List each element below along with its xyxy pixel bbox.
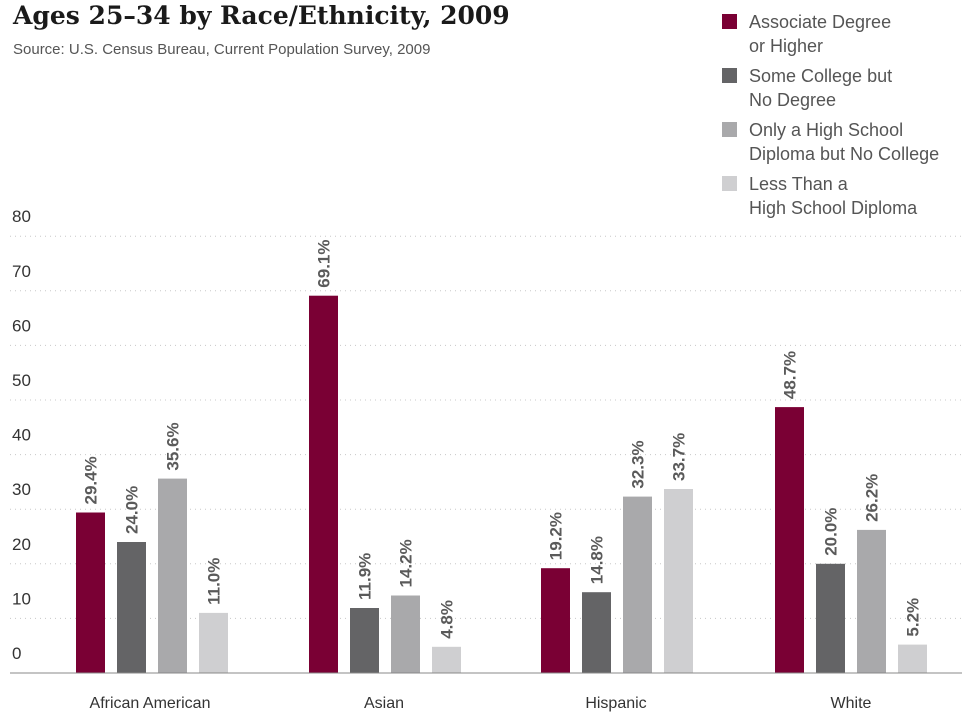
bar bbox=[775, 407, 804, 673]
bar-value-label: 20.0% bbox=[822, 508, 841, 556]
x-category-label: Asian bbox=[364, 695, 404, 712]
bar-value-label: 5.2% bbox=[904, 598, 923, 637]
bars bbox=[76, 295, 927, 673]
legend-label: Some College but bbox=[749, 66, 892, 86]
legend-label: Diploma but No College bbox=[749, 144, 939, 164]
bar-value-label: 24.0% bbox=[123, 486, 142, 534]
bar bbox=[623, 496, 652, 673]
bar-value-label: 4.8% bbox=[438, 600, 457, 639]
bar-value-label: 33.7% bbox=[670, 433, 689, 481]
legend-label: Associate Degree bbox=[749, 12, 891, 32]
x-category-label: Hispanic bbox=[585, 695, 646, 712]
y-tick-label: 70 bbox=[12, 262, 31, 281]
bar bbox=[541, 568, 570, 673]
bar bbox=[816, 563, 845, 673]
bar-value-label: 48.7% bbox=[781, 351, 800, 399]
y-tick-label: 20 bbox=[12, 535, 31, 554]
legend-label: or Higher bbox=[749, 36, 823, 56]
bar bbox=[582, 592, 611, 673]
x-category-label: African American bbox=[90, 695, 211, 712]
bar-value-label: 14.8% bbox=[588, 536, 607, 584]
legend-swatch bbox=[722, 14, 737, 29]
bar bbox=[898, 644, 927, 673]
value-labels: 29.4% 24.0% 35.6% 11.0% 69.1% 11.9% 14.2% 4.8% 1… bbox=[82, 239, 923, 638]
bar-value-label: 14.2% bbox=[397, 539, 416, 587]
y-tick-label: 50 bbox=[12, 371, 31, 390]
legend-label: Only a High School bbox=[749, 120, 903, 140]
bar bbox=[158, 478, 187, 673]
legend: Associate Degree or Higher Some College bu… bbox=[722, 12, 939, 218]
gridlines bbox=[10, 235, 962, 619]
bar-value-label: 35.6% bbox=[164, 422, 183, 470]
bar bbox=[350, 608, 379, 673]
bar bbox=[432, 646, 461, 673]
chart-title: Ages 25–34 by Race/Ethnicity, 2009 bbox=[12, 1, 510, 30]
bar-value-label: 29.4% bbox=[82, 456, 101, 504]
bar bbox=[309, 295, 338, 673]
legend-label: Less Than a bbox=[749, 174, 849, 194]
chart-subtitle: Source: U.S. Census Bureau, Current Popu… bbox=[13, 41, 430, 58]
legend-label: High School Diploma bbox=[749, 198, 918, 218]
x-axis-categories: African American Asian Hispanic White bbox=[90, 695, 872, 712]
bar-value-label: 32.3% bbox=[629, 440, 648, 488]
y-tick-label: 30 bbox=[12, 480, 31, 499]
bar bbox=[117, 542, 146, 673]
x-category-label: White bbox=[831, 695, 872, 712]
bar bbox=[664, 489, 693, 673]
bar bbox=[76, 512, 105, 673]
legend-swatch bbox=[722, 122, 737, 137]
y-tick-label: 0 bbox=[12, 644, 21, 663]
bar-value-label: 11.0% bbox=[205, 558, 224, 605]
legend-label: No Degree bbox=[749, 90, 836, 110]
y-tick-label: 10 bbox=[12, 589, 31, 608]
bar-value-label: 26.2% bbox=[863, 474, 882, 522]
y-tick-label: 40 bbox=[12, 426, 31, 445]
legend-swatch bbox=[722, 176, 737, 191]
y-tick-label: 60 bbox=[12, 316, 31, 335]
bar bbox=[857, 529, 886, 673]
legend-swatch bbox=[722, 68, 737, 83]
y-tick-label: 80 bbox=[12, 207, 31, 226]
bar-value-label: 19.2% bbox=[547, 512, 566, 560]
bar bbox=[391, 595, 420, 673]
bar-value-label: 11.9% bbox=[356, 553, 375, 600]
y-axis-ticks: 0 10 20 30 40 50 60 70 80 bbox=[12, 207, 31, 663]
bar bbox=[199, 612, 228, 673]
bar-value-label: 69.1% bbox=[315, 239, 334, 287]
